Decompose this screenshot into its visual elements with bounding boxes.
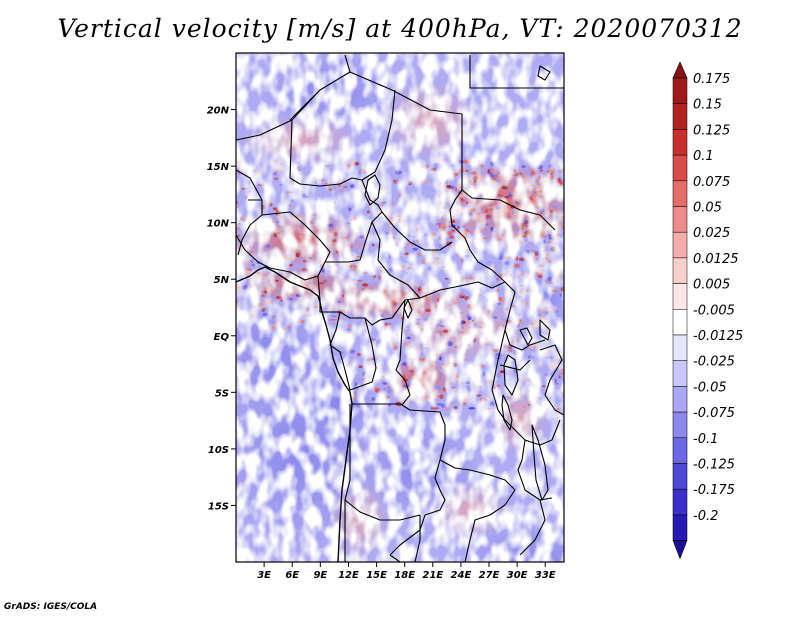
colorbar-label: 0.15 [693,98,722,113]
colorbar-swatch [672,180,688,207]
country-boundaries [236,54,564,562]
colorbar-swatch [672,129,688,156]
colorbar-swatch [672,411,688,439]
colorbar-swatch [672,437,688,464]
colorbar-swatch [672,103,688,130]
lon-tick-label: 24E [451,570,472,581]
colorbar-swatch [672,77,688,104]
colorbar-label: 0.125 [693,123,730,138]
colorbar-label: 0.05 [693,201,722,216]
colorbar-label: 0.175 [693,72,730,87]
colorbar-swatch [672,206,688,233]
colorbar-label: -0.005 [693,303,735,318]
colorbar-swatch [672,360,688,387]
lon-tick-label: 21E [422,570,443,581]
lon-tick-label: 30E [507,570,528,581]
lon-tick-label: 27E [479,570,500,581]
colorbar-swatch [672,334,688,361]
colorbar-swatch [672,309,688,336]
velocity-field [236,53,564,562]
lat-tick-label: 5S [215,388,229,399]
colorbar-label: -0.1 [693,432,718,447]
colorbar-label: -0.05 [693,380,727,395]
lon-tick-label: 18E [394,570,415,581]
map-frame [235,52,565,563]
colorbar-bottom-arrow [672,540,688,560]
axis-labels: 3E 6E 9E 12E 15E 18E 21E 24E 27E 30E 33E 20N 15N 10N 5… [207,106,556,581]
colorbar-swatch [672,257,688,284]
lat-tick-label: 20N [207,106,230,117]
colorbar-swatch [672,488,688,516]
colorbar-swatch [672,514,688,541]
lat-tick-label: 10N [207,219,230,230]
lon-tick-label: 33E [535,570,556,581]
colorbar-label: 0.025 [693,226,730,241]
colorbar-label: -0.075 [693,406,735,421]
colorbar-label: 0.005 [693,278,730,293]
colorbar-label: 0.075 [693,175,730,190]
colorbar-label: -0.175 [693,483,735,498]
colorbar-swatch [672,463,688,490]
coastlines [236,65,551,562]
lon-tick-label: 3E [257,570,271,581]
lon-tick-label: 15E [366,570,387,581]
colorbar-swatch [672,386,688,413]
lat-tick-label: 5N [214,275,230,286]
lat-tick-label: 10S [208,445,229,456]
colorbar-label: 0.0125 [693,252,739,267]
axis-ticks [231,109,546,567]
colorbar-label: -0.2 [693,509,718,524]
plot-title: Vertical velocity [m/s] at 400hPa, VT: 2… [57,14,743,43]
lon-tick-label: 6E [285,570,299,581]
colorbar-label: -0.0125 [693,329,743,344]
colorbar-label: -0.125 [693,458,735,473]
grads-credit: GrADS: IGES/COLA [4,602,98,612]
lat-tick-label: 15N [207,162,230,173]
colorbar-label: -0.025 [693,355,735,370]
colorbar-swatch [672,154,688,182]
lon-tick-label: 12E [338,570,359,581]
colorbar-top-arrow [672,61,688,79]
colorbar-swatch [672,283,688,310]
lon-tick-label: 9E [313,570,327,581]
colorbar: 0.175 0.15 0.125 0.1 0.075 0.05 0.025 0.0125 0.0… [672,61,743,560]
colorbar-swatch [672,231,688,259]
lat-tick-label: 15S [208,501,229,512]
colorbar-label: 0.1 [693,149,714,164]
lat-tick-label: EQ [214,332,230,343]
